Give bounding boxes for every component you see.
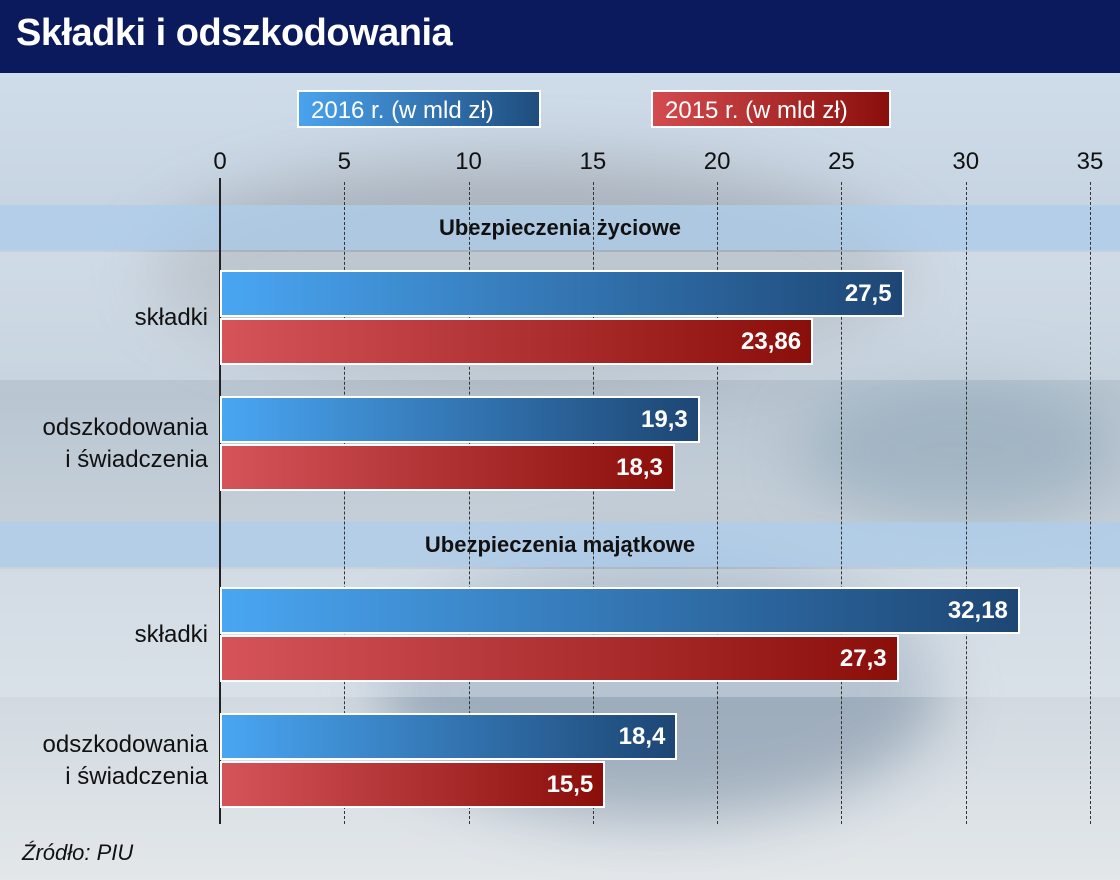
category-label: składki: [135, 302, 208, 334]
category-label-line: i świadczenia: [65, 763, 208, 790]
bar-2016: 32,18: [220, 587, 1020, 634]
category-label: składki: [135, 619, 208, 651]
bar-2015: 18,3: [220, 444, 675, 491]
bar-2016: 27,5: [220, 270, 904, 317]
gridline: [468, 182, 470, 824]
category-label-line: i świadczenia: [65, 446, 208, 473]
group-header: Ubezpieczenia majątkowe: [0, 522, 1120, 567]
x-tick-label: 0: [213, 148, 227, 175]
category-label-line: składki: [134, 304, 208, 331]
category-label-line: odszkodowania: [42, 414, 208, 441]
gridline: [841, 182, 843, 824]
background-blur: [800, 380, 1120, 520]
x-tick-label: 25: [828, 148, 855, 175]
category-label-line: składki: [134, 621, 208, 648]
category-label-line: odszkodowania: [42, 731, 208, 758]
chart-title: Składki i odszkodowania: [16, 12, 453, 54]
title-bar: Składki i odszkodowania: [0, 0, 1120, 73]
bar-2015: 27,3: [220, 635, 899, 682]
gridline: [717, 182, 719, 824]
source-note: Źródło: PIU: [22, 840, 134, 865]
x-tick-label: 5: [337, 148, 351, 175]
x-tick-label: 10: [455, 148, 482, 175]
legend-2016: 2016 r. (w mld zł): [297, 90, 541, 128]
legend-2015: 2015 r. (w mld zł): [651, 90, 891, 128]
x-tick-label: 35: [1076, 148, 1104, 175]
gridline: [344, 182, 346, 824]
bar-2016: 18,4: [220, 713, 678, 760]
gridline: [1090, 182, 1091, 824]
gridline: [592, 182, 594, 824]
x-axis-line: [219, 178, 221, 824]
group-header: Ubezpieczenia życiowe: [0, 205, 1120, 250]
bar-2016: 19,3: [220, 396, 700, 443]
x-tick-label: 20: [703, 148, 731, 175]
x-tick-label: 30: [952, 148, 980, 175]
category-label: odszkodowania i świadczenia: [43, 412, 208, 476]
bar-2015: 15,5: [220, 761, 606, 808]
x-tick-label: 15: [579, 148, 607, 175]
bar-2015: 23,86: [220, 318, 814, 365]
gridline: [965, 182, 967, 824]
category-label: odszkodowania i świadczenia: [43, 729, 208, 793]
